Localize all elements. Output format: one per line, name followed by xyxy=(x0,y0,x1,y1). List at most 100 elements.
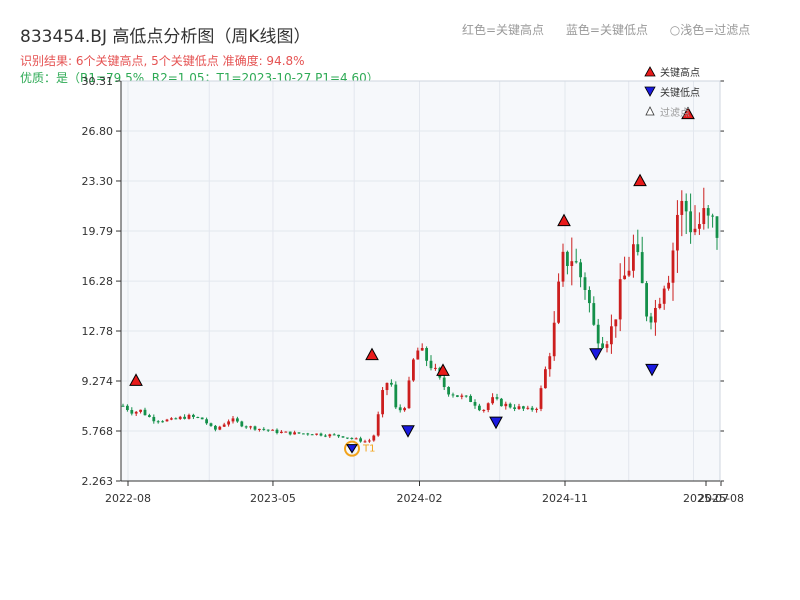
candle-body xyxy=(284,431,288,433)
candle-body xyxy=(337,434,340,437)
candle-body xyxy=(548,356,552,370)
key-low-marker xyxy=(489,416,503,430)
candle-body xyxy=(649,316,653,323)
candle-body xyxy=(610,326,613,345)
page-title: 833454.BJ 高低点分析图（周K线图） xyxy=(20,27,311,47)
candle-body xyxy=(363,441,367,443)
candle-body xyxy=(478,405,481,411)
candle-body xyxy=(698,224,701,229)
candle-body xyxy=(645,283,648,317)
x-tick-label: 2025-08 xyxy=(698,492,744,505)
candle-body xyxy=(376,414,380,436)
candle-body xyxy=(614,319,618,327)
candle-body xyxy=(442,377,446,388)
candle-body xyxy=(451,394,455,396)
candle-body xyxy=(702,208,706,225)
candle-body xyxy=(253,426,257,430)
x-tick-label: 2023-05 xyxy=(250,492,296,505)
candle-body xyxy=(302,433,305,435)
t1-low-marker xyxy=(346,444,358,454)
candle-body xyxy=(407,380,411,409)
candle-body xyxy=(420,347,424,351)
candle-body xyxy=(544,369,547,389)
candle-body xyxy=(500,398,503,407)
y-tick-label: 26.80 xyxy=(82,125,114,138)
y-tick-label: 2.263 xyxy=(82,475,114,488)
key-high-marker xyxy=(365,347,379,361)
candle-body xyxy=(280,431,283,433)
candle-body xyxy=(508,403,512,408)
candle-body xyxy=(680,200,684,215)
candle-body xyxy=(447,387,450,395)
candle-body xyxy=(574,261,578,263)
legend-filtered-label: 过滤点 xyxy=(660,106,690,119)
candle-body xyxy=(249,426,252,428)
candle-body xyxy=(491,397,494,404)
candle-body xyxy=(398,407,402,411)
candle-body xyxy=(372,435,376,441)
candle-body xyxy=(319,433,323,436)
candle-body xyxy=(236,418,239,422)
candle-body xyxy=(170,418,173,420)
candle-body xyxy=(324,435,327,437)
candle-body xyxy=(288,431,292,435)
candle-body xyxy=(139,409,142,412)
candle-body xyxy=(513,407,516,409)
candle-body xyxy=(262,428,266,430)
candle-body xyxy=(227,421,230,425)
candle-body xyxy=(469,395,472,402)
candle-body xyxy=(196,416,200,418)
y-tick-label: 12.78 xyxy=(82,325,114,338)
candle-body xyxy=(390,382,393,385)
key-high-marker xyxy=(436,363,450,376)
y-tick-label: 5.768 xyxy=(82,425,114,438)
candle-body xyxy=(588,289,591,304)
candle-body xyxy=(297,432,301,434)
candle-body xyxy=(557,281,560,323)
candle-body xyxy=(535,408,538,410)
y-tick-label: 23.30 xyxy=(82,175,114,188)
candle-body xyxy=(332,434,336,436)
candle-body xyxy=(209,423,213,426)
x-tick-label: 2024-11 xyxy=(542,492,588,505)
candle-body xyxy=(346,437,349,439)
y-tick-label: 9.274 xyxy=(82,375,114,388)
x-tick-label: 2024-02 xyxy=(397,492,443,505)
candle-body xyxy=(715,216,719,238)
candle-body xyxy=(275,429,279,433)
candle-body xyxy=(385,382,389,391)
candle-body xyxy=(156,421,160,423)
key-high-marker xyxy=(557,213,571,227)
candle-body xyxy=(368,440,371,442)
legend-low-icon xyxy=(644,86,656,97)
top-legend: 红色=关键高点 蓝色=关键低点 ○浅色=过滤点 xyxy=(462,21,768,38)
candle-body xyxy=(671,250,675,283)
candle-body xyxy=(583,277,587,290)
result-line: 识别结果: 6个关键高点, 5个关键低点 准确度: 94.8% xyxy=(20,54,305,68)
candle-body xyxy=(539,388,543,409)
candle-body xyxy=(693,228,697,233)
candle-body xyxy=(530,407,534,410)
candle-body xyxy=(152,416,156,422)
candle-body xyxy=(222,424,226,427)
candle-body xyxy=(244,426,248,428)
candle-body xyxy=(218,426,222,430)
key-low-marker xyxy=(401,425,415,438)
candle-body xyxy=(570,261,574,266)
top-legend-red: 红色=关键高点 xyxy=(462,23,545,37)
candle-body xyxy=(266,429,270,431)
x-tick-label: 2025-07 xyxy=(683,492,729,505)
t1-label: T1 xyxy=(362,444,375,455)
candle-body xyxy=(689,211,692,233)
candle-body xyxy=(192,414,195,417)
candle-body xyxy=(552,322,556,357)
candle-body xyxy=(183,416,186,419)
candle-body xyxy=(165,419,169,422)
candle-body xyxy=(271,429,274,431)
candle-body xyxy=(306,433,310,435)
candle-body xyxy=(504,403,508,407)
candle-body xyxy=(517,406,521,409)
candle-body xyxy=(434,367,437,369)
legend-high-label: 关键高点 xyxy=(660,66,700,79)
candle-body xyxy=(200,417,204,420)
